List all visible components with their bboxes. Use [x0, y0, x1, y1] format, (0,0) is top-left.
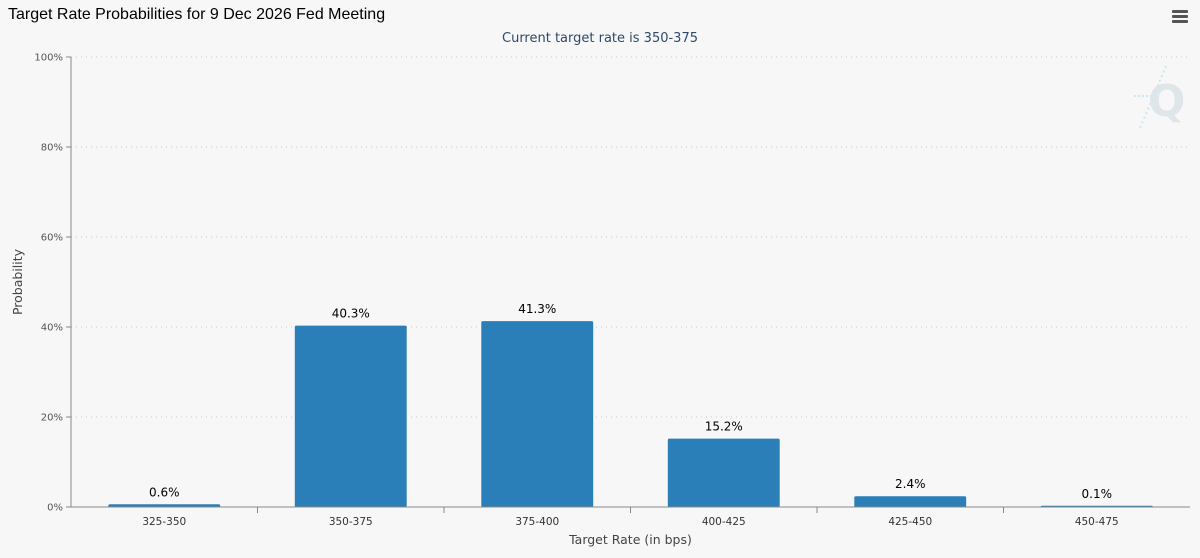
y-tick-label: 100%	[34, 53, 63, 64]
data-label: 2.4%	[895, 477, 926, 491]
data-label: 41.3%	[518, 302, 556, 316]
x-tick-label: 425-450	[888, 516, 932, 528]
data-label: 40.3%	[332, 307, 370, 321]
bar[interactable]	[294, 325, 407, 507]
data-label: 15.2%	[705, 420, 743, 434]
y-tick-label: 40%	[41, 323, 63, 334]
bar[interactable]	[667, 438, 780, 507]
y-tick-label: 80%	[41, 143, 63, 154]
svg-text:Q: Q	[1148, 76, 1185, 127]
y-axis-title: Probability	[10, 248, 25, 315]
x-tick-label: 375-400	[515, 516, 559, 528]
chart-subtitle: Current target rate is 350-375	[502, 31, 698, 46]
gridlines	[71, 56, 1190, 418]
y-axis: 0% 20% 40% 60% 80% 100%	[34, 53, 71, 514]
data-label: 0.6%	[149, 485, 180, 499]
bar[interactable]	[108, 504, 221, 507]
x-tick-label: 450-475	[1075, 516, 1119, 528]
page-title: Target Rate Probabilities for 9 Dec 2026…	[8, 6, 386, 23]
bar[interactable]	[854, 496, 967, 507]
x-tick-label: 400-425	[702, 516, 746, 528]
x-tick-label: 325-350	[142, 516, 186, 528]
q-logo-icon: Q	[1134, 65, 1185, 129]
y-tick-label: 0%	[47, 503, 63, 514]
bars: 0.6% 40.3% 41.3% 15.2% 2.4% 0.1%	[108, 302, 1153, 507]
bar[interactable]	[481, 321, 594, 507]
y-tick-label: 60%	[41, 233, 63, 244]
hamburger-menu-icon[interactable]	[1172, 10, 1188, 24]
x-axis: 325-350 350-375 375-400 400-425 425-450 450-4…	[142, 507, 1119, 528]
x-tick-label: 350-375	[329, 516, 373, 528]
x-axis-title: Target Rate (in bps)	[568, 532, 692, 547]
y-tick-label: 20%	[41, 413, 63, 424]
data-label: 0.1%	[1082, 487, 1113, 501]
